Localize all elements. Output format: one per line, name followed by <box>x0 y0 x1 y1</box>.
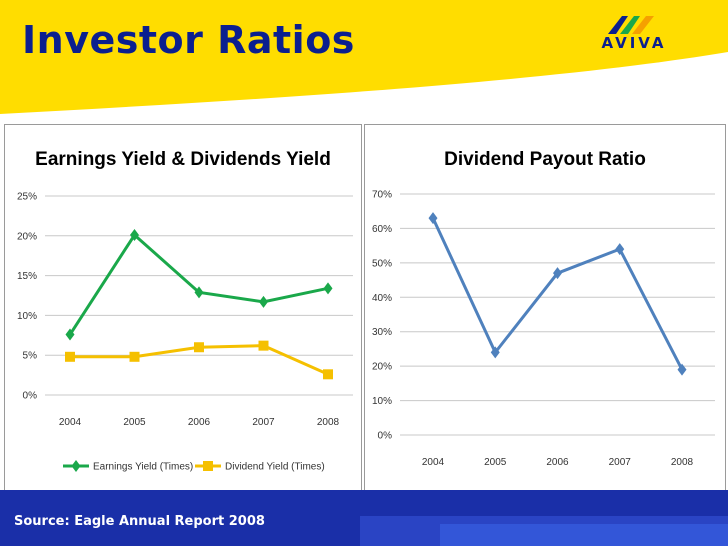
data-point <box>130 229 139 242</box>
data-point <box>428 212 438 225</box>
data-point <box>194 286 204 299</box>
y-tick-label: 40% <box>372 293 392 304</box>
logo-mark-icon <box>608 16 654 34</box>
data-point <box>677 363 687 376</box>
y-tick-label: 50% <box>372 258 392 269</box>
x-tick-label: 2008 <box>671 457 694 468</box>
y-tick-label: 60% <box>372 224 392 235</box>
series-line <box>68 232 329 336</box>
data-point <box>553 267 562 280</box>
data-point <box>194 342 204 353</box>
y-tick-label: 5% <box>23 351 38 362</box>
slide-footer: Source: Eagle Annual Report 2008 <box>0 490 728 546</box>
legend-marker <box>203 461 213 471</box>
data-point <box>323 282 333 295</box>
earnings-dividends-chart: Earnings Yield & Dividends Yield 0% 5% 10% 1… <box>17 149 353 473</box>
data-point <box>129 351 140 362</box>
x-tick-label: 2004 <box>59 417 82 428</box>
earnings-dividends-chart-panel: Earnings Yield & Dividends Yield 0% 5% 10% 1… <box>4 124 362 492</box>
data-point <box>258 340 269 351</box>
chart-title: Dividend Payout Ratio <box>444 149 646 170</box>
y-tick-label: 70% <box>372 190 392 201</box>
x-tick-label: 2007 <box>609 457 632 468</box>
x-tick-label: 2004 <box>422 457 445 468</box>
data-point <box>65 351 75 362</box>
x-tick-label: 2006 <box>188 417 211 428</box>
legend-label: Earnings Yield (Times) <box>93 462 193 473</box>
source-note: Source: Eagle Annual Report 2008 <box>14 514 265 529</box>
y-tick-label: 0% <box>23 391 38 402</box>
y-tick-label: 20% <box>372 362 392 373</box>
aviva-logo: AVIVA <box>578 14 690 52</box>
data-point <box>323 369 333 380</box>
y-tick-label: 25% <box>17 192 37 203</box>
footer-decoration <box>360 516 728 546</box>
dividend-payout-chart: Dividend Payout Ratio 0% 10% 20% 30% 40% 50% 60… <box>372 149 715 468</box>
legend-marker <box>71 460 81 472</box>
data-point <box>490 346 500 359</box>
slide-title: Investor Ratios <box>22 18 355 62</box>
x-tick-label: 2005 <box>484 457 507 468</box>
y-tick-label: 10% <box>17 311 37 322</box>
chart-title: Earnings Yield & Dividends Yield <box>35 149 331 170</box>
data-point <box>615 243 625 256</box>
y-tick-label: 15% <box>17 271 37 282</box>
legend-label: Dividend Yield (Times) <box>225 462 325 473</box>
series-line <box>431 217 684 371</box>
y-tick-label: 30% <box>372 327 392 338</box>
y-tick-label: 10% <box>372 396 392 407</box>
header-background <box>0 0 728 114</box>
data-point <box>259 295 268 308</box>
data-point <box>65 328 75 341</box>
logo-text: AVIVA <box>601 34 667 52</box>
x-tick-label: 2005 <box>123 417 146 428</box>
y-tick-label: 20% <box>17 231 37 242</box>
x-tick-label: 2007 <box>252 417 275 428</box>
y-tick-label: 0% <box>378 431 393 442</box>
slide-header: Investor Ratios AVIVA <box>0 0 728 120</box>
payout-chart-panel: Dividend Payout Ratio 0% 10% 20% 30% 40% 50% 60… <box>364 124 726 492</box>
x-tick-label: 2006 <box>546 457 569 468</box>
x-tick-label: 2008 <box>317 417 340 428</box>
